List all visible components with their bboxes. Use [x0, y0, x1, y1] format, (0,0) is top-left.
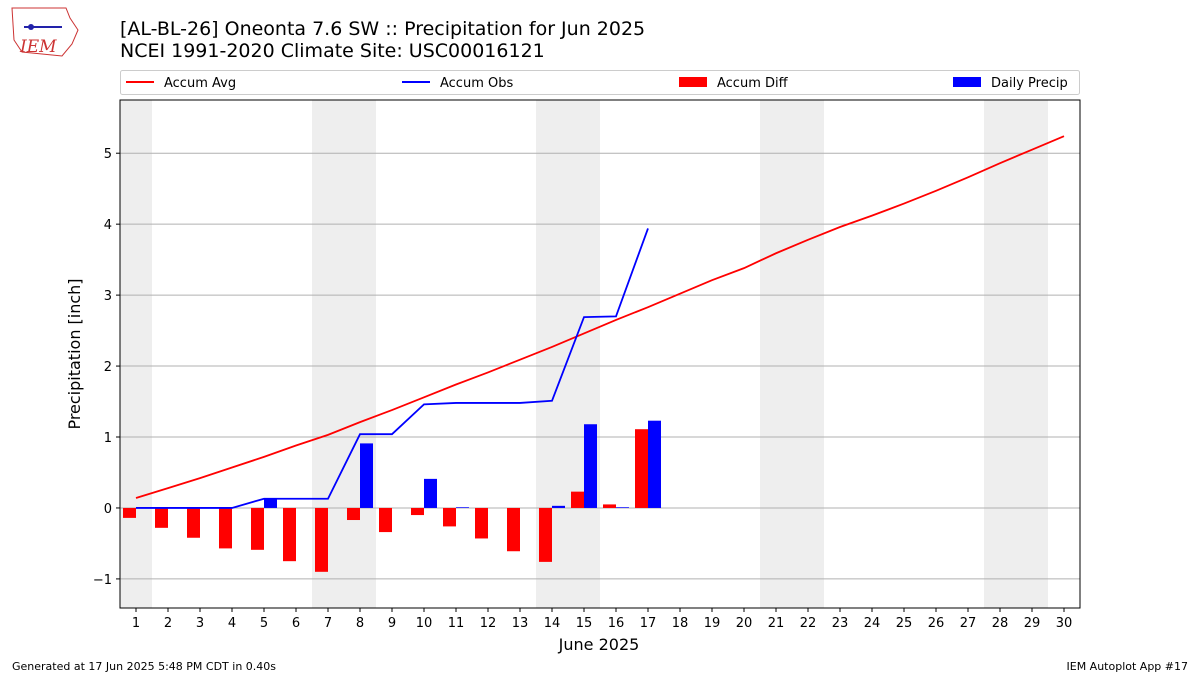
x-tick-label: 26 — [928, 616, 945, 631]
y-tick-label: 5 — [104, 147, 112, 162]
bar — [283, 507, 296, 562]
x-tick-label: 1 — [132, 616, 140, 631]
line — [135, 135, 1065, 499]
x-tick-label: 11 — [448, 616, 465, 631]
x-tick-label: 19 — [704, 616, 721, 631]
x-tick-label: 8 — [356, 616, 364, 631]
chart-title: [AL-BL-26] Oneonta 7.6 SW :: Precipitati… — [120, 18, 645, 40]
legend-label: Accum Diff — [717, 76, 789, 91]
x-tick-label: 3 — [196, 616, 204, 631]
bar — [571, 491, 584, 508]
x-tick-label: 7 — [324, 616, 332, 631]
x-tick-label: 14 — [544, 616, 561, 631]
bar — [347, 507, 360, 521]
bar — [539, 507, 552, 562]
line — [136, 228, 649, 509]
legend-label: Accum Obs — [440, 76, 513, 91]
x-tick-label: 27 — [960, 616, 977, 631]
weekend-shade — [120, 100, 152, 608]
bar — [456, 507, 469, 508]
x-tick-label: 12 — [480, 616, 497, 631]
x-tick-label: 2 — [164, 616, 172, 631]
bar — [648, 420, 661, 508]
logo-outline — [11, 7, 79, 57]
weekend-shade — [568, 100, 600, 608]
x-tick-label: 13 — [512, 616, 529, 631]
y-tick-label: 1 — [104, 431, 112, 446]
weekend-shade — [792, 100, 824, 608]
bar — [379, 507, 392, 533]
bar — [411, 507, 424, 516]
x-tick-label: 24 — [864, 616, 881, 631]
x-tick-label: 9 — [388, 616, 396, 631]
bar — [251, 507, 264, 550]
x-tick-label: 29 — [1024, 616, 1041, 631]
bar — [616, 507, 629, 508]
y-axis-label: Precipitation [inch] — [65, 278, 84, 429]
bar — [635, 429, 648, 508]
bar — [155, 507, 168, 528]
x-tick-label: 16 — [608, 616, 625, 631]
x-tick-label: 6 — [292, 616, 300, 631]
bar — [475, 507, 488, 539]
x-tick-label: 20 — [736, 616, 753, 631]
x-tick-label: 18 — [672, 616, 689, 631]
x-tick-label: 4 — [228, 616, 236, 631]
legend-swatch — [679, 77, 707, 87]
x-axis-label: June 2025 — [558, 635, 640, 654]
y-tick-label: 3 — [104, 289, 112, 304]
y-tick-label: −1 — [93, 573, 112, 588]
logo-dot — [28, 24, 34, 30]
x-tick-label: 23 — [832, 616, 849, 631]
bar — [443, 507, 456, 527]
legend-label: Daily Precip — [991, 76, 1068, 91]
weekend-shade — [1016, 100, 1048, 608]
y-tick-label: 2 — [104, 360, 112, 375]
bar — [123, 507, 136, 518]
x-tick-label: 30 — [1056, 616, 1073, 631]
bar — [315, 507, 328, 572]
x-tick-label: 25 — [896, 616, 913, 631]
bar — [187, 507, 200, 538]
legend-label: Accum Avg — [164, 76, 236, 91]
footer-left: Generated at 17 Jun 2025 5:48 PM CDT in … — [12, 660, 276, 673]
x-tick-label: 21 — [768, 616, 785, 631]
weekend-shade — [984, 100, 1016, 608]
x-tick-label: 17 — [640, 616, 657, 631]
bar — [264, 498, 277, 508]
x-tick-label: 28 — [992, 616, 1009, 631]
bar — [507, 507, 520, 552]
bar — [552, 505, 565, 508]
legend-box — [120, 70, 1080, 95]
bar — [584, 424, 597, 508]
plot-frame — [119, 99, 1081, 609]
x-tick-label: 10 — [416, 616, 433, 631]
logo: IEM — [11, 7, 79, 57]
weekend-shade — [760, 100, 792, 608]
x-tick-label: 22 — [800, 616, 817, 631]
bar — [360, 443, 373, 508]
x-tick-label: 15 — [576, 616, 593, 631]
footer-right: IEM Autoplot App #17 — [1067, 660, 1189, 673]
bar — [603, 504, 616, 508]
y-tick-label: 0 — [104, 502, 112, 517]
legend-swatch — [953, 77, 981, 87]
bar — [219, 507, 232, 549]
x-tick-label: 5 — [260, 616, 268, 631]
bar — [424, 478, 437, 508]
logo-text: IEM — [19, 37, 57, 57]
chart-subtitle: NCEI 1991-2020 Climate Site: USC00016121 — [120, 40, 545, 62]
y-tick-label: 4 — [104, 218, 112, 233]
weekend-shade — [344, 100, 376, 608]
